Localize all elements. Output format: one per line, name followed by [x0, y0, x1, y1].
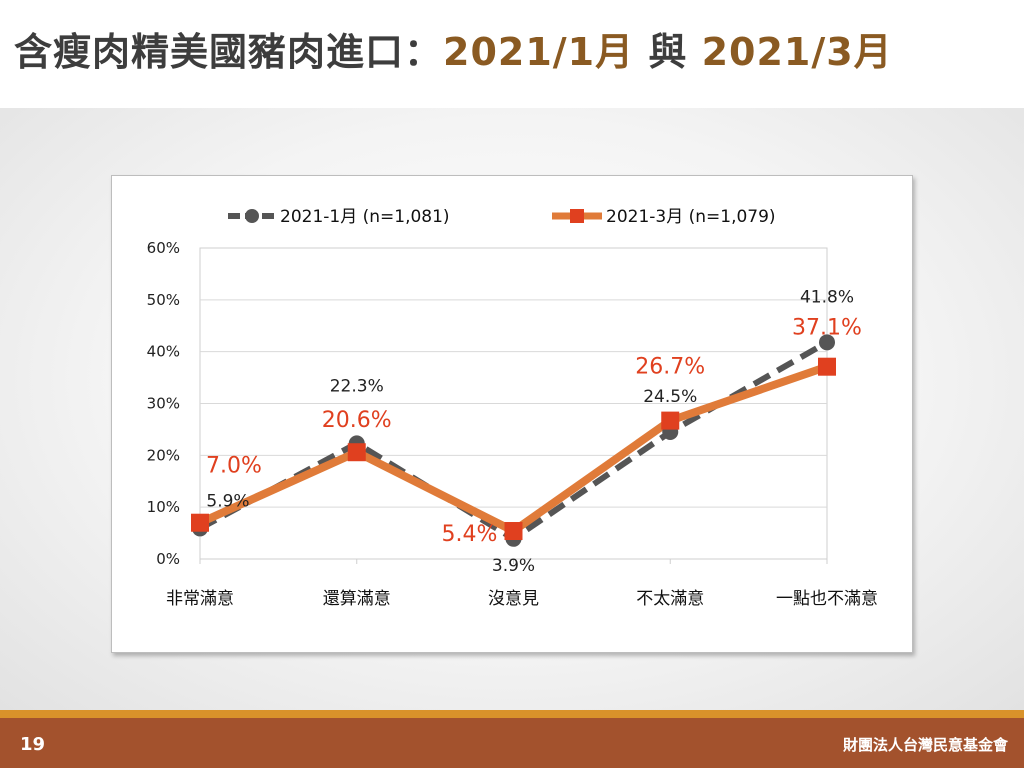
- point-2021-jan: [819, 334, 835, 351]
- title-date-1: 2021/1月: [443, 30, 635, 74]
- point-2021-mar: [191, 513, 209, 532]
- chart-frame: 0% 10% 20% 30% 40% 50% 60% 非常滿意 還算滿意 沒意見 不太滿意 一點也不…: [111, 175, 913, 653]
- series-line-2021-mar: [198, 362, 829, 536]
- y-tick-label: 0%: [156, 550, 180, 568]
- data-label-2021-jan: 41.8%: [800, 287, 854, 307]
- legend-label-2021-mar: 2021-3月 (n=1,079): [606, 207, 776, 227]
- data-label-2021-jan: 22.3%: [330, 376, 384, 396]
- x-tick-label: 不太滿意: [636, 589, 704, 609]
- x-tick-labels: 非常滿意 還算滿意 沒意見 不太滿意 一點也不滿意: [166, 589, 878, 609]
- data-labels: 5.9% 22.3% 3.9% 24.5% 41.8% 7.0% 20.6% 5.4% 26.7…: [206, 287, 862, 575]
- data-label-2021-jan: 3.9%: [492, 556, 535, 576]
- y-tick-label: 10%: [147, 498, 180, 516]
- legend-label-2021-jan: 2021-1月 (n=1,081): [280, 207, 450, 227]
- point-2021-mar: [347, 443, 366, 462]
- x-tick-label: 一點也不滿意: [776, 589, 878, 609]
- footer-bar: [0, 718, 1024, 768]
- y-tick-label: 20%: [147, 446, 180, 464]
- grid-lines: [199, 247, 828, 564]
- chart-series: [191, 334, 836, 547]
- slide-title: 含瘦肉精美國豬肉進口：2021/1月 與 2021/3月: [14, 22, 893, 82]
- title-bar: 含瘦肉精美國豬肉進口：2021/1月 與 2021/3月: [0, 0, 1024, 108]
- page-number: 19: [20, 734, 46, 755]
- y-tick-label: 60%: [147, 239, 180, 257]
- series-line-2021-jan: [198, 339, 829, 542]
- y-tick-label: 30%: [147, 395, 180, 413]
- data-label-2021-mar: 26.7%: [635, 355, 705, 380]
- data-label-2021-mar: 5.4%: [442, 522, 498, 547]
- footer-stripe: [0, 710, 1024, 718]
- y-tick-labels: 0% 10% 20% 30% 40% 50% 60%: [147, 239, 180, 568]
- data-label-2021-mar: 37.1%: [792, 316, 862, 341]
- x-tick-label: 沒意見: [488, 589, 539, 609]
- data-label-2021-mar: 20.6%: [322, 408, 392, 433]
- x-tick-label: 非常滿意: [166, 589, 234, 609]
- legend-marker-2021-mar: [570, 209, 584, 223]
- x-tick-label: 還算滿意: [323, 589, 391, 609]
- data-label-2021-mar: 7.0%: [206, 454, 262, 479]
- y-tick-label: 50%: [147, 291, 180, 309]
- organization-name: 財團法人台灣民意基金會: [842, 736, 1008, 754]
- data-label-2021-jan: 24.5%: [643, 387, 697, 407]
- title-date-2: 2021/3月: [701, 30, 893, 74]
- chart-legend: 2021-1月 (n=1,081) 2021-3月 (n=1,079): [228, 207, 776, 227]
- legend-marker-2021-jan: [245, 209, 259, 223]
- title-connector: 與: [634, 30, 702, 74]
- point-2021-mar: [504, 522, 523, 541]
- data-label-2021-jan: 5.9%: [206, 491, 249, 511]
- y-tick-label: 40%: [147, 343, 180, 361]
- point-2021-mar: [661, 411, 680, 430]
- title-main: 含瘦肉精美國豬肉進口：: [14, 30, 444, 74]
- point-2021-mar: [818, 357, 836, 376]
- line-chart: 0% 10% 20% 30% 40% 50% 60% 非常滿意 還算滿意 沒意見 不太滿意 一點也不…: [147, 207, 878, 609]
